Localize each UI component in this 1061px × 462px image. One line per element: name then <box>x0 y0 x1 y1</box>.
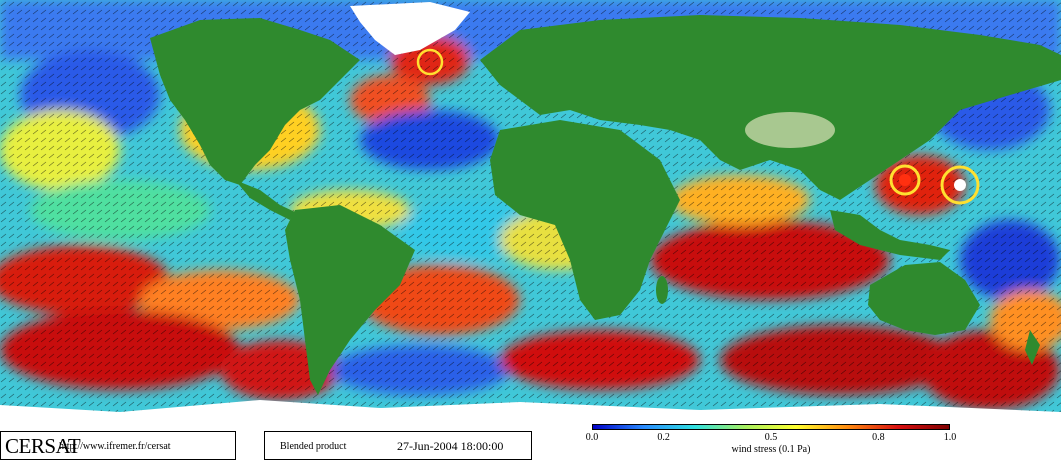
colorbar <box>592 424 950 430</box>
tibetan-plateau <box>745 112 835 148</box>
logo-box: CERSAT http://www.ifremer.fr/cersat <box>0 431 236 460</box>
colorbar-tick-label: 0.8 <box>872 432 885 443</box>
madagascar <box>656 276 668 304</box>
eurasia <box>480 15 1061 200</box>
north-america <box>150 18 360 185</box>
central-america <box>235 180 295 220</box>
new-zealand <box>1025 330 1040 365</box>
product-label: Blended product <box>280 441 347 452</box>
cersat-logo: CERSAT <box>5 434 81 458</box>
africa <box>490 120 680 320</box>
colorbar-tick-label: 0.5 <box>764 432 778 443</box>
product-box: Blended product 27-Jun-2004 18:00:00 <box>264 431 532 460</box>
south-america <box>285 205 415 395</box>
source-url[interactable]: http://www.ifremer.fr/cersat <box>59 441 171 452</box>
colorbar-tick-label: 0.2 <box>657 432 670 443</box>
australia <box>868 262 980 335</box>
typhoon-markers <box>416 48 980 205</box>
colorbar-tick-label: 1.0 <box>943 432 957 443</box>
southeast-asia-islands <box>830 210 950 260</box>
antarctica <box>0 400 1061 425</box>
colorbar-title: wind stress (0.1 Pa) <box>731 444 811 455</box>
colorbar-tick-label: 0.0 <box>585 432 599 443</box>
datetime-label: 27-Jun-2004 18:00:00 <box>397 439 504 453</box>
greenland <box>350 2 470 55</box>
